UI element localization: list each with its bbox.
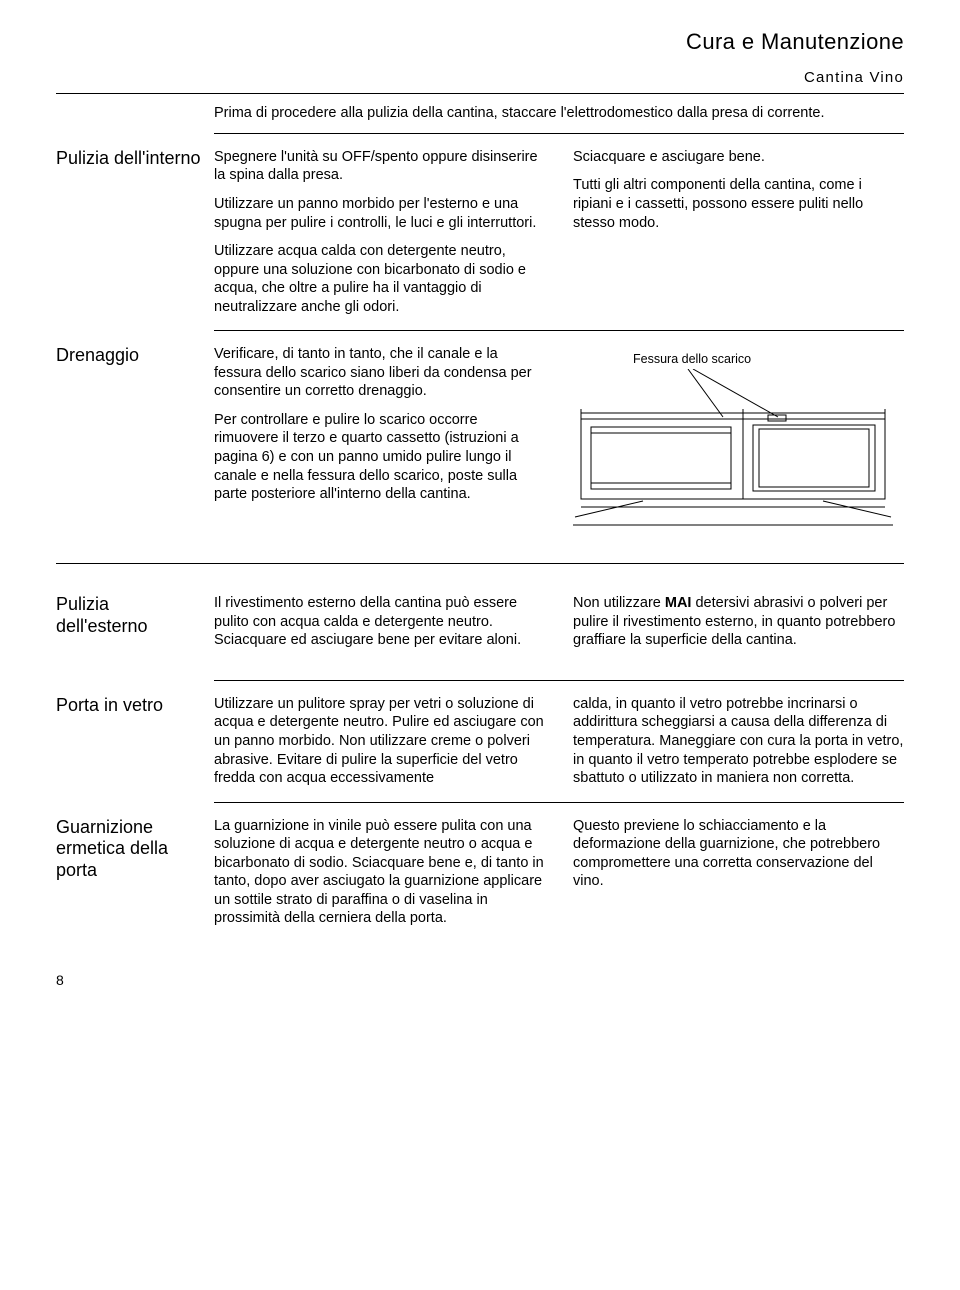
- text: Non utilizzare: [573, 595, 665, 611]
- paragraph: Verificare, di tanto in tanto, che il ca…: [214, 345, 545, 401]
- paragraph: Questo previene lo schiacciamento e la d…: [573, 817, 904, 891]
- paragraph: Spegnere l'unità su OFF/spento oppure di…: [214, 148, 545, 185]
- right-column: Sciacquare e asciugare bene. Tutti gli a…: [573, 148, 904, 316]
- diagram-column: Fessura dello scarico: [573, 345, 904, 529]
- left-column: Utilizzare un pulitore spray per vetri o…: [214, 695, 545, 788]
- section-guarnizione: Guarnizione ermetica della porta La guar…: [56, 803, 904, 942]
- right-column: Questo previene lo schiacciamento e la d…: [573, 817, 904, 928]
- paragraph: Sciacquare e asciugare bene.: [573, 148, 904, 167]
- left-column: Spegnere l'unità su OFF/spento oppure di…: [214, 148, 545, 316]
- section-porta-vetro: Porta in vetro Utilizzare un pulitore sp…: [56, 681, 904, 802]
- bold-text: MAI: [665, 595, 692, 611]
- paragraph: Non utilizzare MAI detersivi abrasivi o …: [573, 594, 904, 650]
- left-column: Verificare, di tanto in tanto, che il ca…: [214, 345, 545, 529]
- paragraph: Utilizzare un pulitore spray per vetri o…: [214, 695, 545, 788]
- paragraph: calda, in quanto il vetro potrebbe incri…: [573, 695, 904, 788]
- paragraph: Il rivestimento esterno della cantina pu…: [214, 594, 545, 650]
- paragraph: Utilizzare un panno morbido per l'estern…: [214, 195, 545, 232]
- drainage-diagram: [573, 369, 893, 529]
- paragraph: La guarnizione in vinile può essere puli…: [214, 817, 545, 928]
- left-column: Il rivestimento esterno della cantina pu…: [214, 594, 545, 650]
- right-column: calda, in quanto il vetro potrebbe incri…: [573, 695, 904, 788]
- section-drenaggio: Drenaggio Verificare, di tanto in tanto,…: [56, 331, 904, 543]
- section-label: Drenaggio: [56, 345, 202, 367]
- header-subtitle: Cantina Vino: [56, 68, 904, 87]
- page-number: 8: [56, 972, 904, 990]
- section-pulizia-esterno: Pulizia dell'esterno Il rivestimento est…: [56, 564, 904, 664]
- paragraph: Utilizzare acqua calda con detergente ne…: [214, 242, 545, 316]
- section-label: Guarnizione ermetica della porta: [56, 817, 202, 882]
- diagram-label: Fessura dello scarico: [633, 351, 904, 367]
- section-label: Pulizia dell'esterno: [56, 594, 202, 637]
- paragraph: Per controllare e pulire lo scarico occo…: [214, 411, 545, 504]
- section-label: Pulizia dell'interno: [56, 148, 202, 170]
- paragraph: Tutti gli altri componenti della cantina…: [573, 176, 904, 232]
- intro-text: Prima di procedere alla pulizia della ca…: [56, 94, 904, 133]
- section-pulizia-interno: Pulizia dell'interno Spegnere l'unità su…: [56, 134, 904, 330]
- left-column: La guarnizione in vinile può essere puli…: [214, 817, 545, 928]
- page-header: Cura e Manutenzione Cantina Vino: [56, 28, 904, 87]
- header-title: Cura e Manutenzione: [56, 28, 904, 56]
- section-label: Porta in vetro: [56, 695, 202, 717]
- right-column: Non utilizzare MAI detersivi abrasivi o …: [573, 594, 904, 650]
